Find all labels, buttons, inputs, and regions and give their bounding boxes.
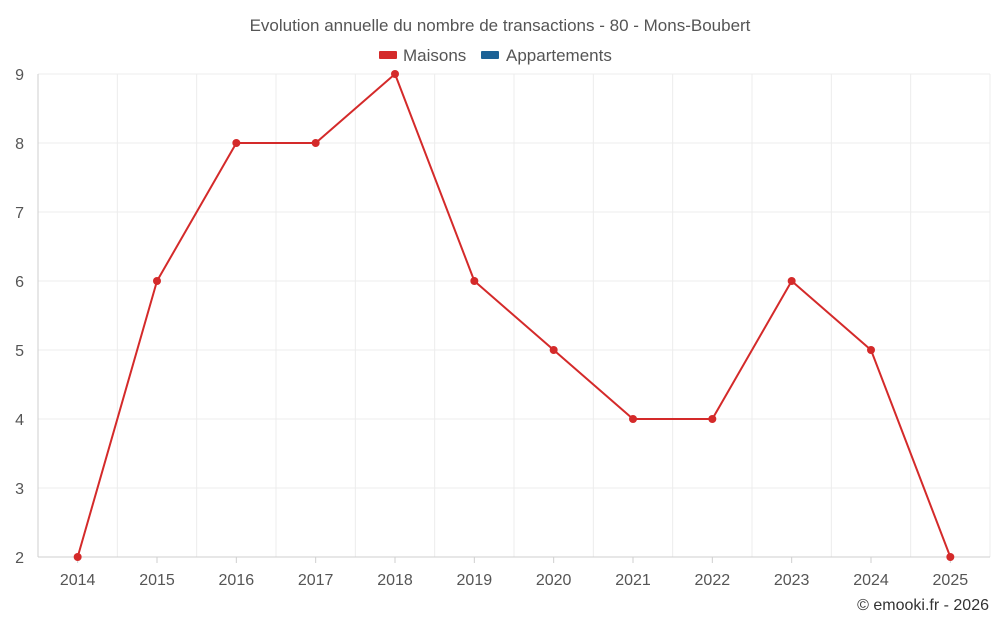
x-tick-label: 2025 xyxy=(933,572,969,589)
data-point[interactable] xyxy=(867,346,875,354)
chart-title: Evolution annuelle du nombre de transact… xyxy=(250,16,751,35)
x-tick-label: 2016 xyxy=(219,572,255,589)
y-tick-label: 3 xyxy=(15,481,24,498)
axes: 2 3 4 5 6 7 8 9 2014 2015 2016 2017 2018 2019 2020 2021… xyxy=(15,67,990,589)
x-tick-label: 2017 xyxy=(298,572,334,589)
data-point[interactable] xyxy=(470,277,479,285)
data-point[interactable] xyxy=(391,70,399,78)
data-point[interactable] xyxy=(232,139,241,147)
legend: Maisons Appartements xyxy=(379,46,612,65)
y-tick-label: 7 xyxy=(15,205,24,222)
data-point[interactable] xyxy=(311,139,320,147)
legend-swatch-maisons xyxy=(379,51,397,59)
x-tick-label: 2021 xyxy=(615,572,651,589)
legend-label-maisons: Maisons xyxy=(403,46,466,65)
data-point[interactable] xyxy=(629,415,637,423)
data-point[interactable] xyxy=(787,277,796,285)
y-tick-label: 2 xyxy=(15,550,24,567)
x-tick-label: 2019 xyxy=(457,572,493,589)
data-point[interactable] xyxy=(946,553,955,561)
y-tick-label: 9 xyxy=(15,67,24,84)
x-tick-label: 2015 xyxy=(139,572,175,589)
x-tick-label: 2023 xyxy=(774,572,810,589)
legend-label-appartements: Appartements xyxy=(506,46,612,65)
x-tick-label: 2022 xyxy=(695,572,731,589)
series-maisons xyxy=(73,70,955,561)
y-tick-label: 5 xyxy=(15,343,24,360)
credit-text: © emooki.fr - 2026 xyxy=(857,597,989,614)
x-tick-label: 2020 xyxy=(536,572,572,589)
y-tick-label: 6 xyxy=(15,274,24,291)
data-point[interactable] xyxy=(549,346,558,354)
legend-item-maisons[interactable]: Maisons xyxy=(379,46,466,65)
legend-swatch-appartements xyxy=(481,51,499,59)
data-point[interactable] xyxy=(708,415,717,423)
data-point[interactable] xyxy=(153,277,161,285)
legend-item-appartements[interactable]: Appartements xyxy=(481,46,612,65)
y-tick-label: 8 xyxy=(15,136,24,153)
x-tick-label: 2014 xyxy=(60,572,96,589)
data-point[interactable] xyxy=(73,553,82,561)
x-tick-label: 2018 xyxy=(377,572,413,589)
series-line-maisons xyxy=(76,73,952,558)
x-tick-label: 2024 xyxy=(853,572,889,589)
y-tick-label: 4 xyxy=(15,412,24,429)
